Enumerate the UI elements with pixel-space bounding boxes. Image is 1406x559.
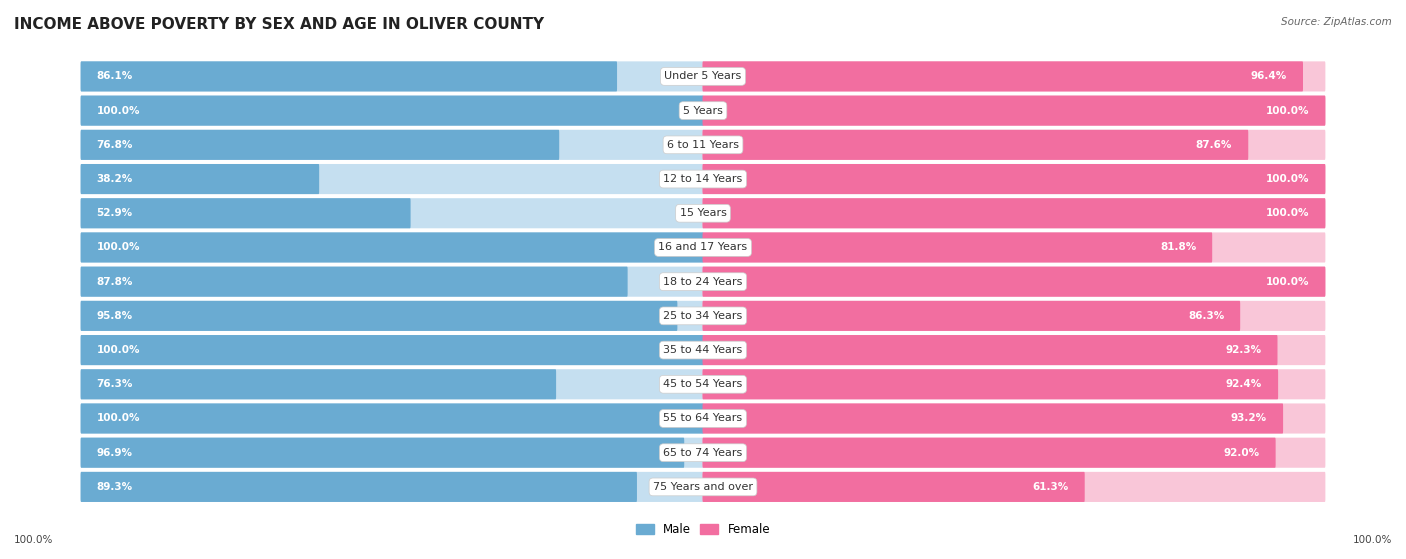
FancyBboxPatch shape <box>703 335 1326 365</box>
FancyBboxPatch shape <box>703 130 1326 160</box>
FancyBboxPatch shape <box>703 301 1326 331</box>
FancyBboxPatch shape <box>703 335 1278 365</box>
FancyBboxPatch shape <box>703 438 1326 468</box>
Text: 100.0%: 100.0% <box>97 106 141 116</box>
FancyBboxPatch shape <box>80 335 703 365</box>
FancyBboxPatch shape <box>703 198 1326 228</box>
Text: 38.2%: 38.2% <box>97 174 134 184</box>
Text: Source: ZipAtlas.com: Source: ZipAtlas.com <box>1281 17 1392 27</box>
FancyBboxPatch shape <box>703 301 1240 331</box>
Text: 87.8%: 87.8% <box>97 277 134 287</box>
Text: 76.3%: 76.3% <box>97 380 134 389</box>
FancyBboxPatch shape <box>80 61 617 92</box>
FancyBboxPatch shape <box>703 404 1326 434</box>
Text: 75 Years and over: 75 Years and over <box>652 482 754 492</box>
FancyBboxPatch shape <box>80 404 703 434</box>
FancyBboxPatch shape <box>80 61 703 92</box>
FancyBboxPatch shape <box>703 267 1326 297</box>
FancyBboxPatch shape <box>703 130 1249 160</box>
Text: 45 to 54 Years: 45 to 54 Years <box>664 380 742 389</box>
FancyBboxPatch shape <box>80 267 703 297</box>
FancyBboxPatch shape <box>80 301 703 331</box>
Text: 93.2%: 93.2% <box>1230 414 1267 424</box>
FancyBboxPatch shape <box>703 267 1326 297</box>
Text: 6 to 11 Years: 6 to 11 Years <box>666 140 740 150</box>
FancyBboxPatch shape <box>80 472 703 502</box>
Legend: Male, Female: Male, Female <box>636 523 770 536</box>
FancyBboxPatch shape <box>703 61 1303 92</box>
FancyBboxPatch shape <box>80 369 703 399</box>
Text: 15 Years: 15 Years <box>679 209 727 218</box>
Text: 25 to 34 Years: 25 to 34 Years <box>664 311 742 321</box>
Text: 18 to 24 Years: 18 to 24 Years <box>664 277 742 287</box>
Text: 52.9%: 52.9% <box>97 209 132 218</box>
FancyBboxPatch shape <box>703 404 1284 434</box>
Text: 12 to 14 Years: 12 to 14 Years <box>664 174 742 184</box>
FancyBboxPatch shape <box>703 369 1278 399</box>
FancyBboxPatch shape <box>80 164 703 194</box>
Text: 100.0%: 100.0% <box>97 243 141 253</box>
Text: 100.0%: 100.0% <box>97 345 141 355</box>
FancyBboxPatch shape <box>80 233 703 263</box>
FancyBboxPatch shape <box>703 233 1326 263</box>
FancyBboxPatch shape <box>80 438 685 468</box>
FancyBboxPatch shape <box>703 369 1326 399</box>
Text: 76.8%: 76.8% <box>97 140 134 150</box>
FancyBboxPatch shape <box>703 164 1326 194</box>
Text: 92.4%: 92.4% <box>1226 380 1263 389</box>
FancyBboxPatch shape <box>80 438 703 468</box>
Text: 16 and 17 Years: 16 and 17 Years <box>658 243 748 253</box>
Text: 86.3%: 86.3% <box>1188 311 1225 321</box>
FancyBboxPatch shape <box>703 96 1326 126</box>
FancyBboxPatch shape <box>80 472 637 502</box>
Text: 100.0%: 100.0% <box>14 535 53 545</box>
Text: 92.3%: 92.3% <box>1225 345 1261 355</box>
Text: 100.0%: 100.0% <box>1265 277 1309 287</box>
Text: 100.0%: 100.0% <box>97 414 141 424</box>
Text: 100.0%: 100.0% <box>1265 209 1309 218</box>
FancyBboxPatch shape <box>703 438 1275 468</box>
FancyBboxPatch shape <box>80 130 560 160</box>
Text: 95.8%: 95.8% <box>97 311 132 321</box>
FancyBboxPatch shape <box>703 198 1326 228</box>
Text: 96.4%: 96.4% <box>1251 72 1286 82</box>
FancyBboxPatch shape <box>80 198 703 228</box>
Text: 35 to 44 Years: 35 to 44 Years <box>664 345 742 355</box>
FancyBboxPatch shape <box>703 164 1326 194</box>
FancyBboxPatch shape <box>80 335 703 365</box>
Text: 61.3%: 61.3% <box>1032 482 1069 492</box>
Text: 89.3%: 89.3% <box>97 482 132 492</box>
FancyBboxPatch shape <box>703 61 1326 92</box>
Text: 81.8%: 81.8% <box>1160 243 1197 253</box>
FancyBboxPatch shape <box>80 130 703 160</box>
FancyBboxPatch shape <box>80 267 627 297</box>
Text: 87.6%: 87.6% <box>1197 140 1232 150</box>
Text: INCOME ABOVE POVERTY BY SEX AND AGE IN OLIVER COUNTY: INCOME ABOVE POVERTY BY SEX AND AGE IN O… <box>14 17 544 32</box>
Text: 96.9%: 96.9% <box>97 448 132 458</box>
FancyBboxPatch shape <box>80 96 703 126</box>
FancyBboxPatch shape <box>80 198 411 228</box>
Text: 92.0%: 92.0% <box>1223 448 1260 458</box>
FancyBboxPatch shape <box>703 472 1326 502</box>
Text: 5 Years: 5 Years <box>683 106 723 116</box>
FancyBboxPatch shape <box>80 96 703 126</box>
Text: 86.1%: 86.1% <box>97 72 134 82</box>
Text: 100.0%: 100.0% <box>1265 106 1309 116</box>
FancyBboxPatch shape <box>80 233 703 263</box>
Text: 100.0%: 100.0% <box>1353 535 1392 545</box>
Text: Under 5 Years: Under 5 Years <box>665 72 741 82</box>
Text: 65 to 74 Years: 65 to 74 Years <box>664 448 742 458</box>
FancyBboxPatch shape <box>80 301 678 331</box>
Text: 55 to 64 Years: 55 to 64 Years <box>664 414 742 424</box>
FancyBboxPatch shape <box>80 404 703 434</box>
Text: 100.0%: 100.0% <box>1265 174 1309 184</box>
FancyBboxPatch shape <box>703 96 1326 126</box>
FancyBboxPatch shape <box>703 233 1212 263</box>
FancyBboxPatch shape <box>80 369 557 399</box>
FancyBboxPatch shape <box>703 472 1084 502</box>
FancyBboxPatch shape <box>80 164 319 194</box>
